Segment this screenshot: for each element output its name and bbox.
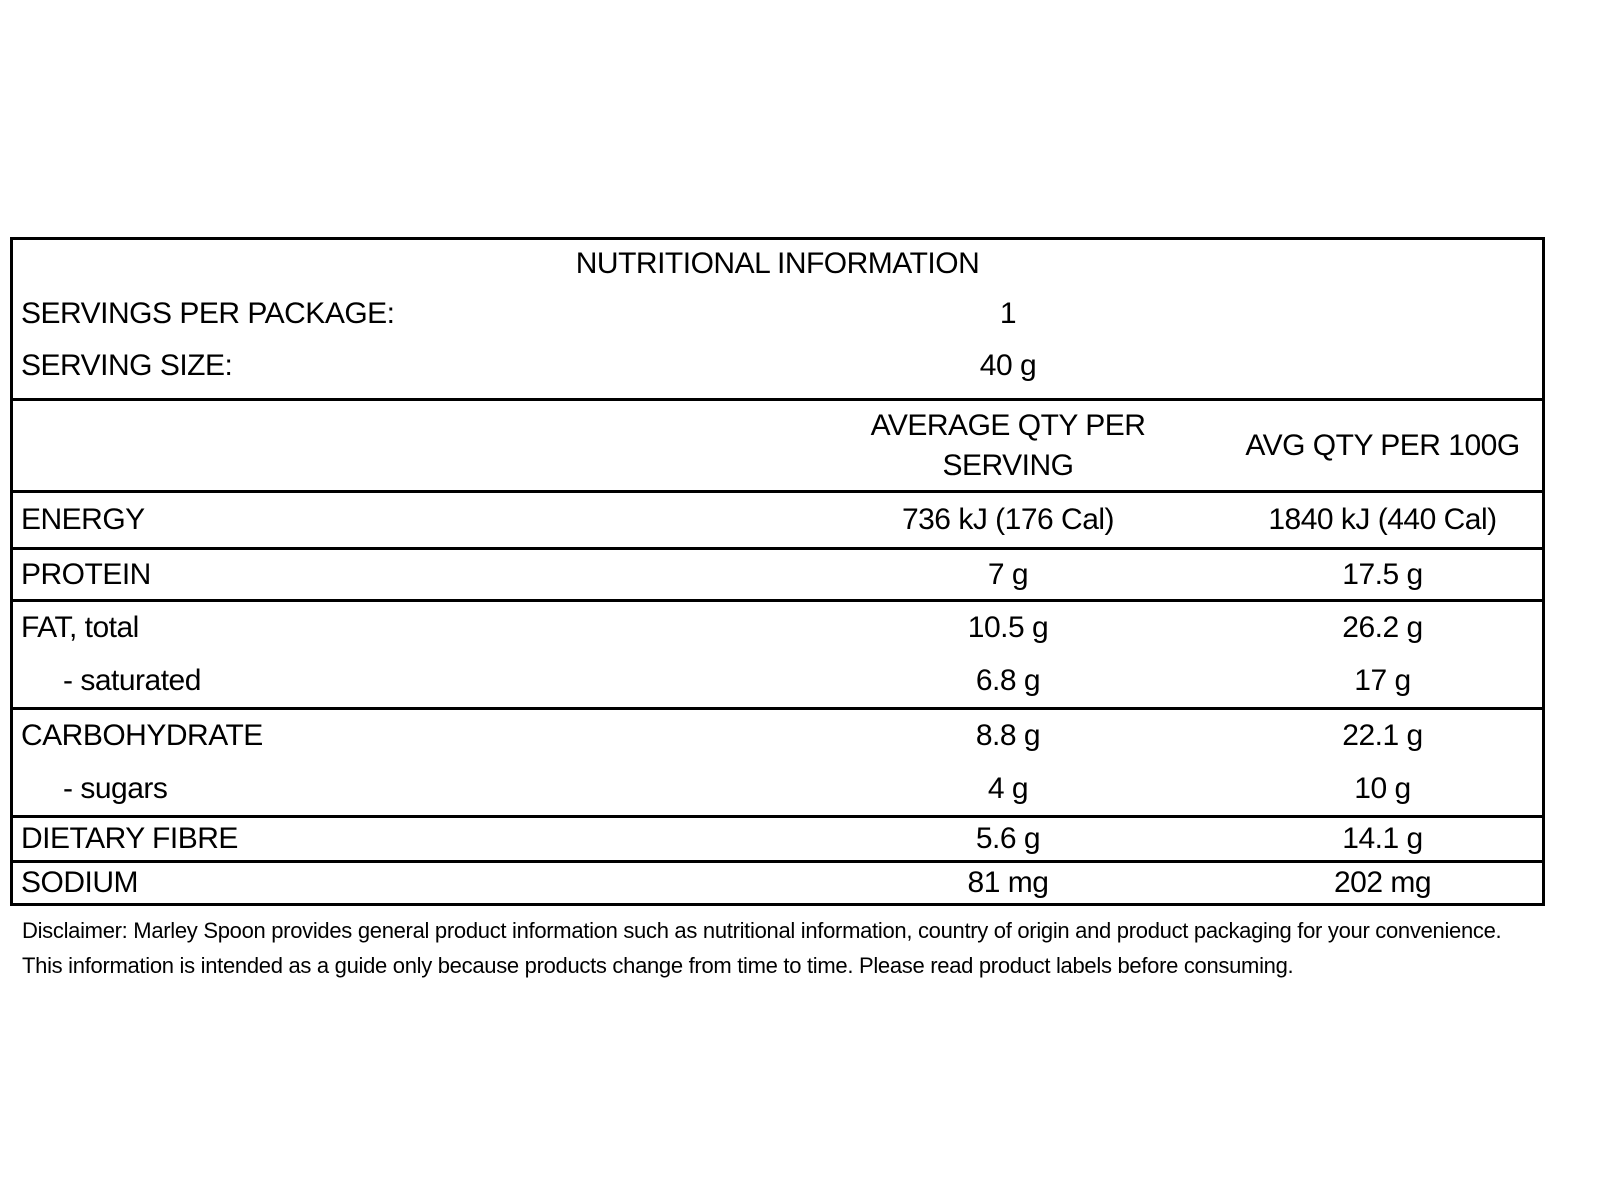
table-row: PROTEIN 7 g 17.5 g [13,550,1542,602]
servings-per-package-label: SERVINGS PER PACKAGE: [21,297,395,330]
column-header-per-serving-label: AVERAGE QTY PER SERVING [870,408,1146,482]
row-value-per-100g: 17 g [1354,663,1411,697]
disclaimer-line-2: This information is intended as a guide … [22,953,1294,978]
row-value-per-serving: 7 g [987,557,1029,591]
row-value-per-serving: 6.8 g [975,663,1041,697]
row-label: - saturated [63,663,201,697]
row-value-per-serving: 8.8 g [975,719,1041,752]
table-row: CARBOHYDRATE 8.8 g 22.1 g [13,710,1542,762]
table-header-block: NUTRITIONAL INFORMATION SERVINGS PER PAC… [13,240,1542,401]
row-value-per-serving: 10.5 g [967,611,1049,644]
row-value-per-100g: 22.1 g [1342,719,1423,752]
column-header-per-100g: AVG QTY PER 100G [1245,428,1520,462]
row-value-per-serving: 5.6 g [975,822,1041,855]
row-value-per-100g: 17.5 g [1342,557,1423,591]
row-value-per-100g: 14.1 g [1342,822,1423,855]
table-row: SODIUM 81 mg 202 mg [13,863,1542,903]
row-value-per-100g: 26.2 g [1342,611,1423,644]
row-label: - sugars [63,771,168,805]
table-row: - sugars 4 g 10 g [13,762,1542,818]
serving-size-value: 40 g [979,349,1037,382]
row-value-per-100g: 10 g [1354,771,1411,805]
disclaimer-line-1: Disclaimer: Marley Spoon provides genera… [22,918,1502,943]
row-label: FAT, total [21,611,139,644]
table-body: ENERGY 736 kJ (176 Cal) 1840 kJ (440 Cal) P… [13,493,1542,903]
row-value-per-serving: 736 kJ (176 Cal) [901,503,1115,536]
nutrition-table: NUTRITIONAL INFORMATION SERVINGS PER PAC… [10,237,1545,906]
table-title: NUTRITIONAL INFORMATION [575,247,980,280]
column-header-per-serving: AVERAGE QTY PER SERVING [793,406,1223,486]
serving-size-label: SERVING SIZE: [21,349,233,382]
row-label: SODIUM [21,866,139,899]
row-label: CARBOHYDRATE [21,719,263,752]
row-value-per-serving: 4 g [987,771,1029,805]
row-value-per-serving: 81 mg [967,866,1049,899]
row-label: PROTEIN [21,557,151,591]
serving-size-row: SERVING SIZE: 40 g [13,340,1542,392]
table-row: DIETARY FIBRE 5.6 g 14.1 g [13,818,1542,863]
table-row: - saturated 6.8 g 17 g [13,654,1542,710]
column-header-row: AVERAGE QTY PER SERVING AVG QTY PER 100G [13,401,1542,493]
servings-per-package-value: 1 [999,297,1017,330]
table-row: ENERGY 736 kJ (176 Cal) 1840 kJ (440 Cal) [13,493,1542,550]
table-row: FAT, total 10.5 g 26.2 g [13,602,1542,654]
servings-per-package-row: SERVINGS PER PACKAGE: 1 [13,288,1542,340]
row-value-per-100g: 202 mg [1333,866,1432,899]
row-label: DIETARY FIBRE [21,822,238,855]
disclaimer: Disclaimer: Marley Spoon provides genera… [22,913,1582,983]
row-value-per-100g: 1840 kJ (440 Cal) [1268,503,1497,536]
row-label: ENERGY [21,503,145,536]
